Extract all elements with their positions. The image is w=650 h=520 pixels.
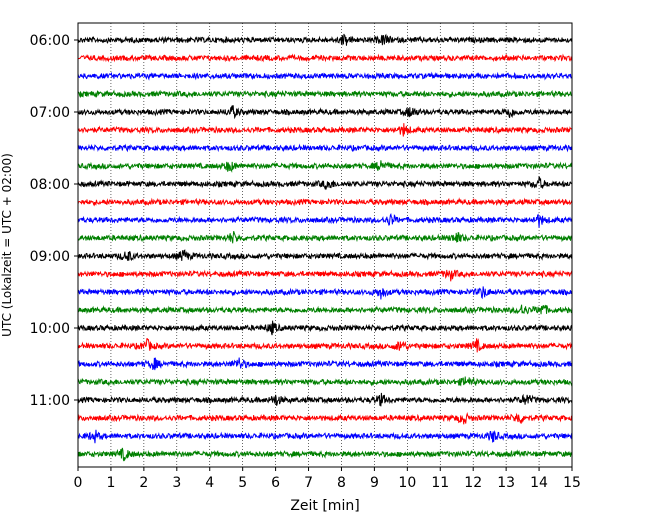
x-tick-label: 3 — [172, 475, 181, 491]
x-tick-label: 12 — [464, 475, 482, 491]
trace-1130 — [77, 429, 573, 444]
trace-1000 — [77, 320, 573, 336]
x-tick-label: 11 — [431, 475, 449, 491]
trace-0700 — [77, 105, 573, 120]
plot-frame — [77, 22, 573, 468]
trace-1100 — [77, 392, 573, 407]
trace-0600 — [77, 33, 573, 46]
x-tick-label: 7 — [304, 475, 313, 491]
trace-0900 — [77, 249, 573, 262]
trace-0815 — [77, 197, 573, 207]
x-tick-label: 10 — [398, 475, 416, 491]
x-tick-label: 6 — [271, 475, 280, 491]
trace-0630 — [77, 71, 573, 81]
y-tick-label: 10:00 — [30, 321, 70, 337]
trace-0930 — [77, 286, 573, 300]
x-tick-label: 4 — [205, 475, 214, 491]
y-tick-label: 08:00 — [30, 177, 70, 193]
trace-1030 — [77, 357, 573, 371]
trace-0745 — [77, 160, 573, 173]
x-tick-label: 8 — [337, 475, 346, 491]
y-axis-label: UTC (Lokalzeit = UTC + 02:00) — [0, 153, 14, 337]
trace-0615 — [77, 53, 573, 63]
y-axis-ticks: 06:00 07:00 08:00 09:00 10:00 11:00 — [30, 33, 78, 409]
trace-0730 — [77, 143, 573, 153]
x-axis-label: Zeit [min] — [290, 498, 359, 514]
x-tick-label: 13 — [497, 475, 515, 491]
trace-0645 — [77, 89, 573, 99]
x-tick-label: 15 — [563, 475, 581, 491]
x-axis-ticks: 0 1 2 3 4 5 6 7 8 9 10 11 12 13 14 15 — [74, 467, 581, 491]
trace-1045 — [77, 376, 573, 387]
y-tick-label: 07:00 — [30, 105, 70, 121]
y-tick-label: 11:00 — [30, 393, 70, 409]
x-tick-label: 5 — [238, 475, 247, 491]
trace-0945 — [77, 304, 573, 315]
trace-0915 — [77, 269, 573, 282]
trace-0830 — [77, 212, 573, 228]
seismic-traces — [77, 33, 573, 462]
y-tick-label: 06:00 — [30, 33, 70, 49]
trace-1145 — [77, 447, 573, 462]
x-tick-label: 9 — [370, 475, 379, 491]
trace-1115 — [77, 412, 573, 425]
minute-grid — [110, 23, 540, 467]
trace-0800 — [77, 175, 573, 191]
trace-0845 — [77, 230, 573, 244]
plot-background — [78, 23, 572, 467]
x-tick-label: 1 — [106, 475, 115, 491]
x-tick-label: 14 — [530, 475, 548, 491]
x-tick-label: 0 — [74, 475, 83, 491]
y-tick-label: 09:00 — [30, 249, 70, 265]
trace-0715 — [77, 123, 573, 137]
x-tick-label: 2 — [139, 475, 148, 491]
trace-1015 — [77, 338, 573, 353]
